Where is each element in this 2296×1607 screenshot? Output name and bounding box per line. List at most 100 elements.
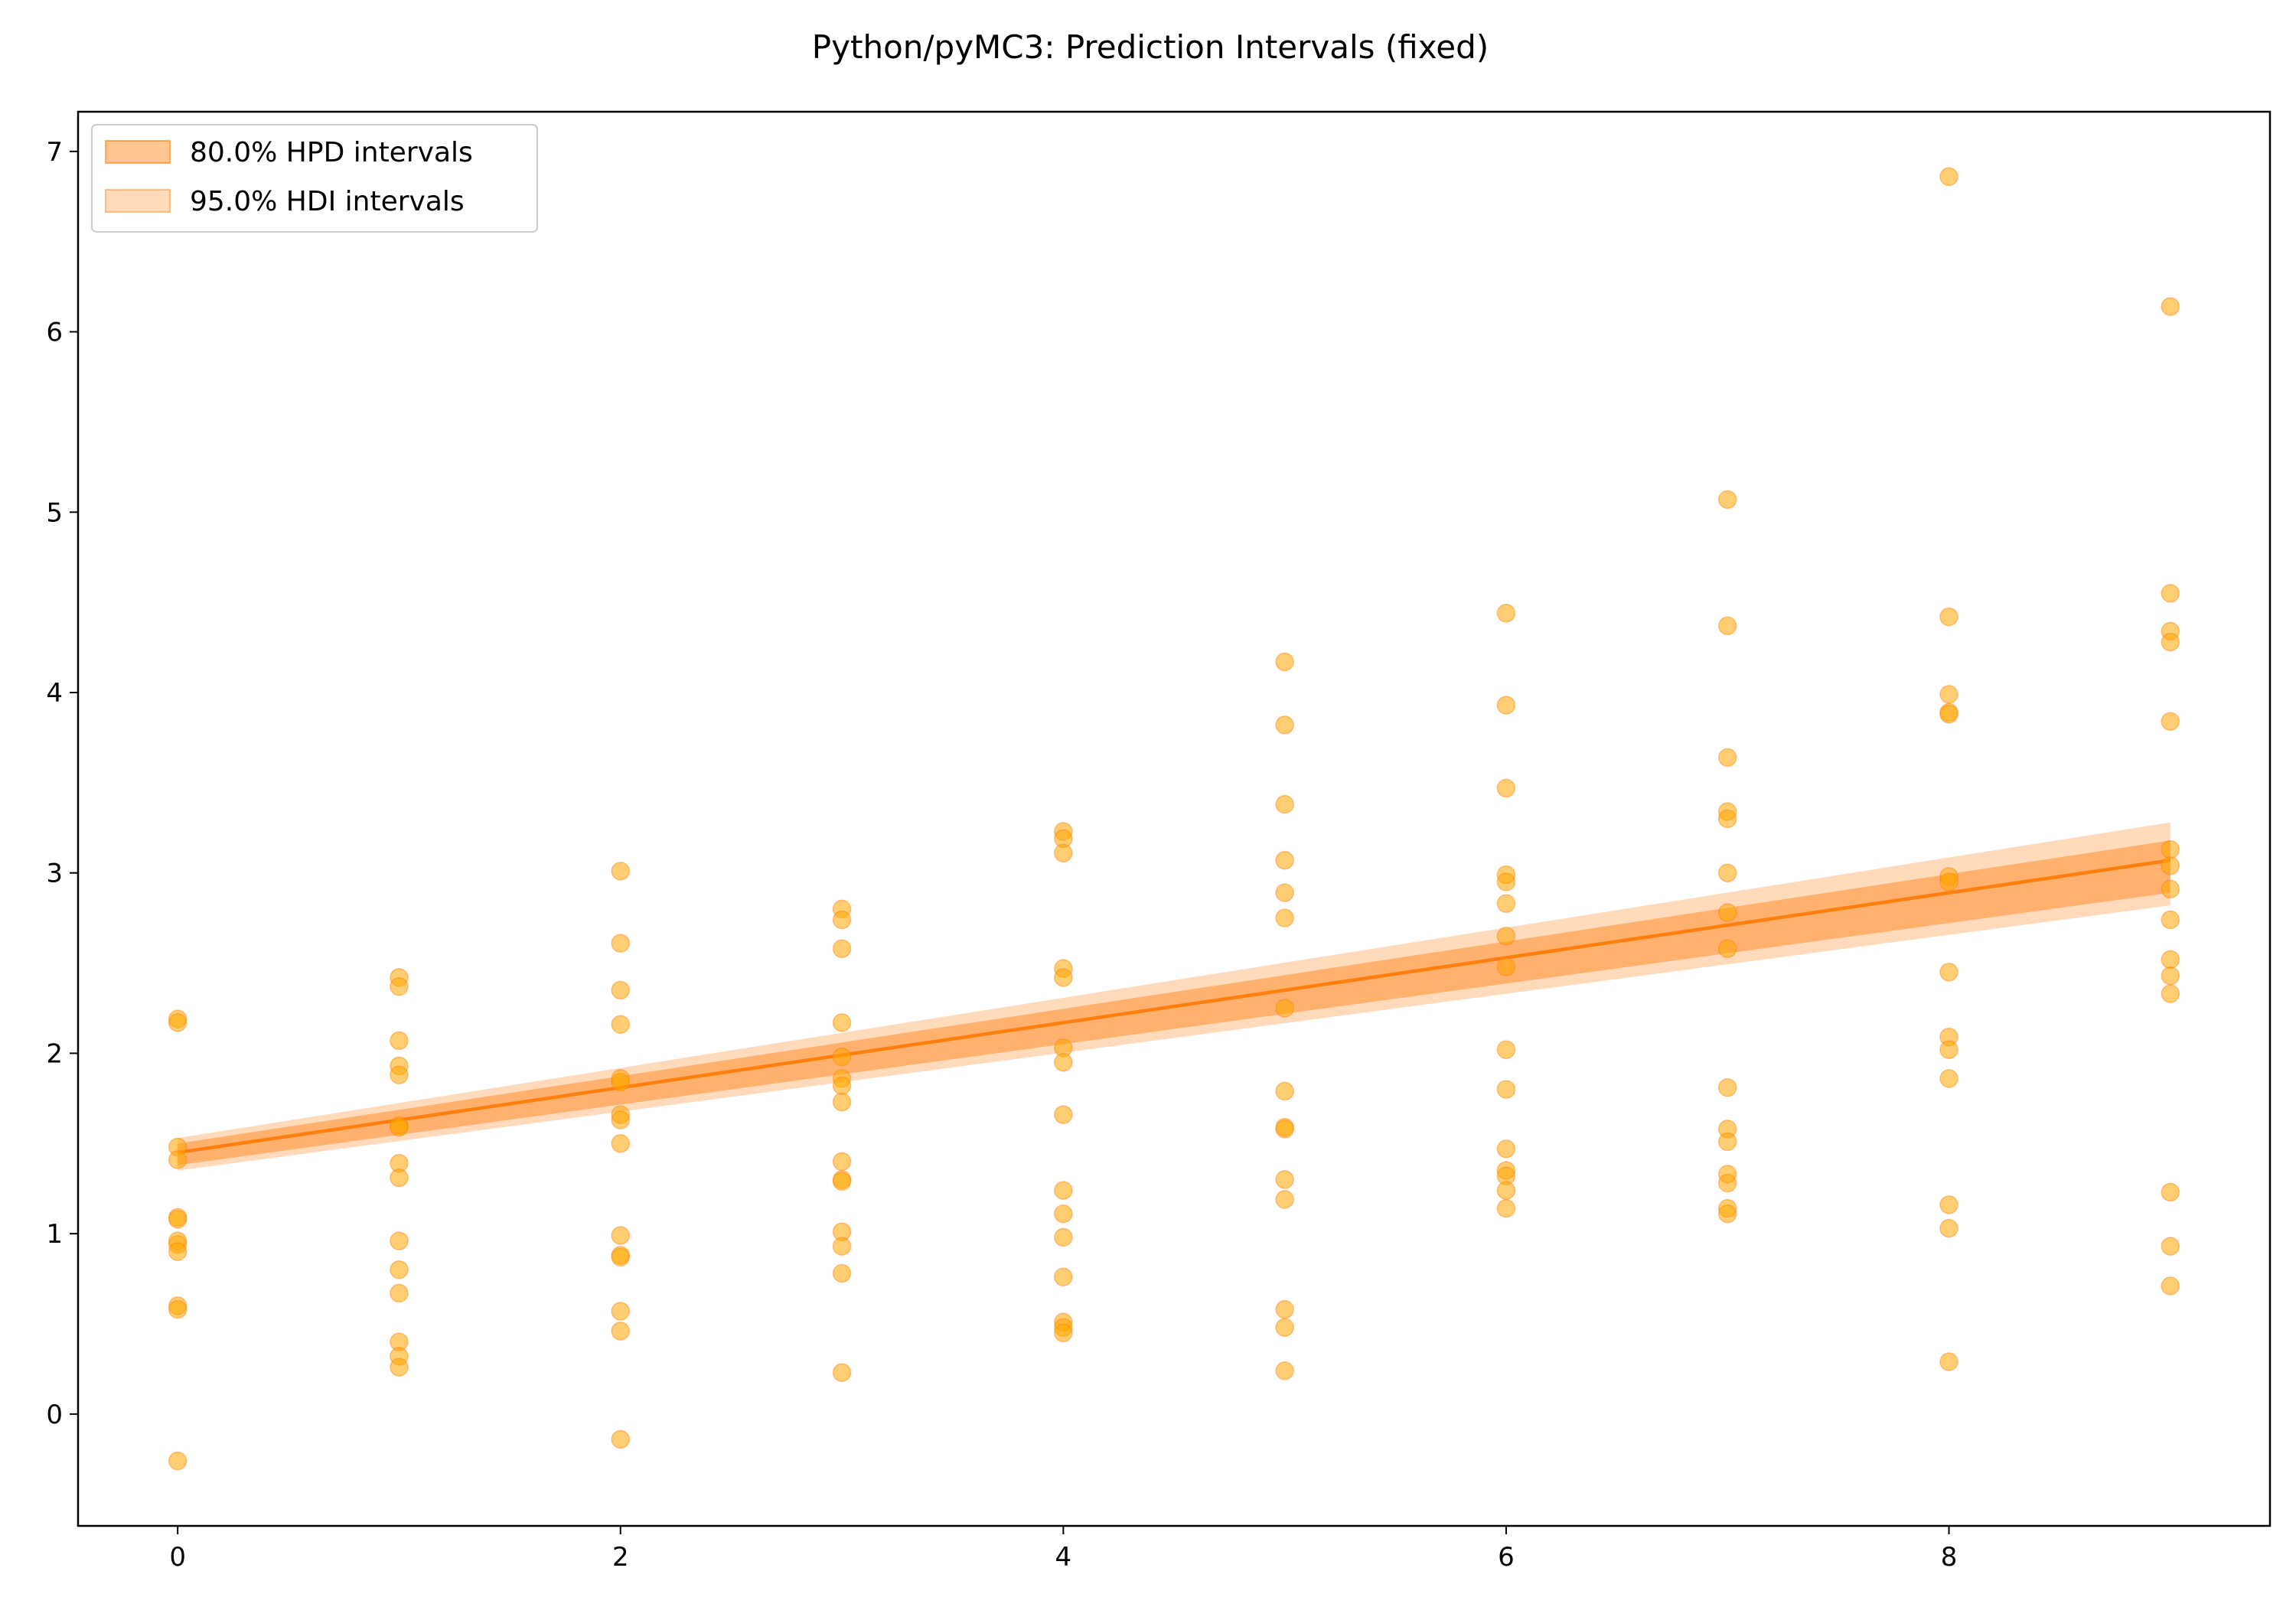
data-point <box>1496 696 1516 715</box>
data-point <box>1496 957 1516 976</box>
data-point <box>611 934 631 953</box>
data-point <box>2161 1276 2180 1296</box>
data-point <box>1275 1299 1294 1319</box>
data-point <box>1939 872 1958 892</box>
mean-prediction-line <box>177 858 2171 1155</box>
data-point <box>1717 1173 1737 1193</box>
axes: 0 2 4 6 8 0 1 2 3 4 5 6 7 <box>46 110 2272 1573</box>
data-point <box>1275 850 1294 870</box>
data-point <box>168 1242 188 1261</box>
data-point <box>2161 584 2180 603</box>
y-tick-label: 1 <box>46 1219 63 1250</box>
data-point <box>832 1076 852 1096</box>
data-point <box>1054 1052 1073 1072</box>
legend: 80.0% HPD intervals 95.0% HDI intervals <box>91 124 538 233</box>
data-point <box>1275 999 1294 1018</box>
data-point <box>1275 1081 1294 1101</box>
data-point <box>1275 715 1294 735</box>
data-point <box>2161 910 2180 930</box>
data-point <box>1939 685 1958 704</box>
x-tick-label: 4 <box>1055 1542 1072 1573</box>
data-point <box>611 1110 631 1129</box>
data-point <box>2161 856 2180 875</box>
data-point <box>168 1451 188 1471</box>
data-point <box>1939 167 1958 187</box>
data-point <box>390 1065 409 1084</box>
data-point <box>1496 604 1516 623</box>
data-point <box>832 1172 852 1191</box>
x-tick-label: 8 <box>1941 1542 1958 1573</box>
data-point <box>1054 1204 1073 1224</box>
data-point <box>832 939 852 958</box>
data-point <box>1496 1040 1516 1059</box>
data-point <box>390 1260 409 1279</box>
data-point <box>390 1168 409 1188</box>
legend-label: 80.0% HPD intervals <box>190 137 473 168</box>
x-tick-label: 0 <box>169 1542 186 1573</box>
data-point <box>1054 1105 1073 1124</box>
data-point <box>1717 1204 1737 1224</box>
legend-label: 95.0% HDI intervals <box>190 186 465 217</box>
data-point <box>1275 1190 1294 1209</box>
data-point <box>1717 616 1737 636</box>
data-point <box>832 1013 852 1032</box>
data-point <box>1939 1218 1958 1238</box>
data-point <box>1275 1170 1294 1189</box>
legend-swatch <box>105 140 171 164</box>
x-tick-label: 2 <box>612 1542 629 1573</box>
data-point <box>390 1358 409 1377</box>
data-point <box>832 910 852 930</box>
y-tick-label: 5 <box>46 497 63 528</box>
data-point <box>1496 872 1516 892</box>
data-point <box>1717 903 1737 922</box>
data-point <box>611 980 631 1000</box>
data-point <box>390 1231 409 1250</box>
data-point <box>1496 894 1516 914</box>
data-point <box>611 1429 631 1449</box>
y-tick-label: 4 <box>46 678 63 709</box>
data-point <box>1496 1198 1516 1218</box>
data-point <box>1496 926 1516 946</box>
data-point <box>1496 1181 1516 1200</box>
y-tick-label: 0 <box>46 1400 63 1430</box>
data-point <box>1275 794 1294 814</box>
data-point <box>1275 1120 1294 1139</box>
data-point <box>1496 1139 1516 1159</box>
data-point <box>611 1015 631 1034</box>
data-point <box>1275 652 1294 672</box>
data-point <box>832 1363 852 1382</box>
data-point <box>1939 705 1958 724</box>
data-point <box>2161 712 2180 731</box>
data-point <box>1054 968 1073 987</box>
plot-area <box>168 167 2180 1471</box>
data-point <box>832 1263 852 1283</box>
data-point <box>1939 963 1958 982</box>
data-point <box>1054 843 1073 863</box>
data-point <box>832 1237 852 1256</box>
data-point <box>2161 297 2180 316</box>
data-point <box>1717 863 1737 882</box>
data-point <box>1939 1069 1958 1088</box>
x-tick-label: 6 <box>1498 1542 1515 1573</box>
data-point <box>2161 1182 2180 1202</box>
data-point <box>1717 1132 1737 1152</box>
y-tick-label: 3 <box>46 859 63 889</box>
data-point <box>611 1134 631 1153</box>
data-point <box>832 1092 852 1112</box>
legend-box <box>91 124 538 233</box>
data-point <box>1717 490 1737 510</box>
data-point <box>832 1047 852 1067</box>
data-point <box>390 1283 409 1303</box>
data-point <box>2161 839 2180 859</box>
data-point <box>611 1302 631 1321</box>
y-tick-label: 6 <box>46 318 63 348</box>
hdi-95-band <box>178 822 2170 1171</box>
data-point <box>1275 908 1294 927</box>
data-point <box>168 1210 188 1229</box>
data-point <box>390 1031 409 1051</box>
data-point <box>1717 1077 1737 1097</box>
axes-frame <box>77 110 2272 1527</box>
data-point <box>1054 1323 1073 1343</box>
data-point <box>2161 966 2180 986</box>
